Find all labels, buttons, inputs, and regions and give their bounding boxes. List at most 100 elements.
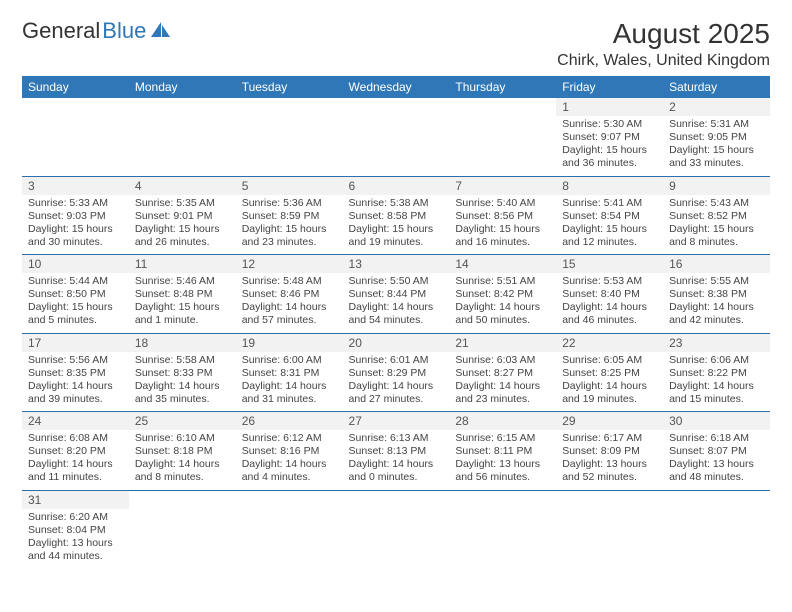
day-info: Sunrise: 6:08 AMSunset: 8:20 PMDaylight:… xyxy=(28,432,123,485)
day-dl: Daylight: 14 hours and 19 minutes. xyxy=(562,380,657,406)
calendar-cell: 11Sunrise: 5:46 AMSunset: 8:48 PMDayligh… xyxy=(129,255,236,334)
day-sr: Sunrise: 6:13 AM xyxy=(349,432,444,445)
day-number: 24 xyxy=(22,412,129,430)
day-dl: Daylight: 14 hours and 46 minutes. xyxy=(562,301,657,327)
day-ss: Sunset: 8:40 PM xyxy=(562,288,657,301)
calendar-cell: 14 Sunrise: 5:51 AMSunset: 8:42 PMDayligh… xyxy=(449,255,556,334)
day-ss: Sunset: 8:38 PM xyxy=(669,288,764,301)
day-info: Sunrise: 5:51 AMSunset: 8:42 PMDaylight:… xyxy=(455,275,550,328)
day-number: 14 xyxy=(449,255,556,273)
day-ss: Sunset: 8:44 PM xyxy=(349,288,444,301)
day-dl: Daylight: 14 hours and 42 minutes. xyxy=(669,301,764,327)
day-sr: Sunrise: 6:03 AM xyxy=(455,354,550,367)
day-info: Sunrise: 5:53 AMSunset: 8:40 PMDaylight:… xyxy=(562,275,657,328)
calendar-cell: 22Sunrise: 6:05 AMSunset: 8:25 PMDayligh… xyxy=(556,333,663,412)
day-sr: Sunrise: 5:51 AM xyxy=(455,275,550,288)
day-number: 3 xyxy=(22,177,129,195)
calendar-cell xyxy=(449,490,556,568)
day-dl: Daylight: 15 hours and 26 minutes. xyxy=(135,223,230,249)
day-info: Sunrise: 5:38 AMSunset: 8:58 PMDaylight:… xyxy=(349,197,444,250)
calendar-table: Sunday Monday Tuesday Wednesday Thursday… xyxy=(22,76,770,568)
calendar-page: GeneralBlue August 2025 Chirk, Wales, Un… xyxy=(0,0,792,586)
calendar-cell xyxy=(343,490,450,568)
day-sr: Sunrise: 5:30 AM xyxy=(562,118,657,131)
day-ss: Sunset: 9:03 PM xyxy=(28,210,123,223)
weekday-header: Wednesday xyxy=(343,76,450,98)
day-number: 2 xyxy=(663,98,770,116)
weekday-header-row: Sunday Monday Tuesday Wednesday Thursday… xyxy=(22,76,770,98)
day-ss: Sunset: 8:42 PM xyxy=(455,288,550,301)
calendar-cell xyxy=(236,490,343,568)
brand-part2: Blue xyxy=(102,18,146,44)
calendar-cell xyxy=(449,98,556,176)
day-ss: Sunset: 9:05 PM xyxy=(669,131,764,144)
calendar-row: 1Sunrise: 5:30 AMSunset: 9:07 PMDaylight… xyxy=(22,98,770,176)
day-sr: Sunrise: 6:12 AM xyxy=(242,432,337,445)
day-dl: Daylight: 15 hours and 30 minutes. xyxy=(28,223,123,249)
day-ss: Sunset: 8:13 PM xyxy=(349,445,444,458)
day-ss: Sunset: 8:46 PM xyxy=(242,288,337,301)
day-ss: Sunset: 8:31 PM xyxy=(242,367,337,380)
day-info: Sunrise: 5:56 AMSunset: 8:35 PMDaylight:… xyxy=(28,354,123,407)
day-info: Sunrise: 6:20 AMSunset: 8:04 PMDaylight:… xyxy=(28,511,123,564)
day-sr: Sunrise: 5:43 AM xyxy=(669,197,764,210)
day-sr: Sunrise: 5:40 AM xyxy=(455,197,550,210)
calendar-cell xyxy=(129,490,236,568)
day-ss: Sunset: 8:35 PM xyxy=(28,367,123,380)
day-info: Sunrise: 6:03 AMSunset: 8:27 PMDaylight:… xyxy=(455,354,550,407)
calendar-cell: 7Sunrise: 5:40 AMSunset: 8:56 PMDaylight… xyxy=(449,176,556,255)
day-dl: Daylight: 14 hours and 4 minutes. xyxy=(242,458,337,484)
day-info: Sunrise: 6:10 AMSunset: 8:18 PMDaylight:… xyxy=(135,432,230,485)
day-info: Sunrise: 5:30 AMSunset: 9:07 PMDaylight:… xyxy=(562,118,657,171)
day-dl: Daylight: 14 hours and 35 minutes. xyxy=(135,380,230,406)
calendar-cell: 31 Sunrise: 6:20 AMSunset: 8:04 PMDayligh… xyxy=(22,490,129,568)
day-number: 12 xyxy=(236,255,343,273)
location: Chirk, Wales, United Kingdom xyxy=(557,52,770,70)
day-info: Sunrise: 5:48 AMSunset: 8:46 PMDaylight:… xyxy=(242,275,337,328)
day-info: Sunrise: 6:17 AMSunset: 8:09 PMDaylight:… xyxy=(562,432,657,485)
weekday-header: Friday xyxy=(556,76,663,98)
calendar-cell: 2Sunrise: 5:31 AMSunset: 9:05 PMDaylight… xyxy=(663,98,770,176)
calendar-cell: 27Sunrise: 6:13 AMSunset: 8:13 PMDayligh… xyxy=(343,412,450,491)
calendar-cell: 20Sunrise: 6:01 AMSunset: 8:29 PMDayligh… xyxy=(343,333,450,412)
day-dl: Daylight: 14 hours and 31 minutes. xyxy=(242,380,337,406)
day-dl: Daylight: 15 hours and 1 minute. xyxy=(135,301,230,327)
calendar-cell xyxy=(343,98,450,176)
day-ss: Sunset: 9:07 PM xyxy=(562,131,657,144)
day-number: 10 xyxy=(22,255,129,273)
weekday-header: Thursday xyxy=(449,76,556,98)
day-info: Sunrise: 5:58 AMSunset: 8:33 PMDaylight:… xyxy=(135,354,230,407)
day-number: 11 xyxy=(129,255,236,273)
day-dl: Daylight: 14 hours and 0 minutes. xyxy=(349,458,444,484)
day-sr: Sunrise: 6:17 AM xyxy=(562,432,657,445)
calendar-cell xyxy=(236,98,343,176)
day-sr: Sunrise: 5:50 AM xyxy=(349,275,444,288)
calendar-cell: 18Sunrise: 5:58 AMSunset: 8:33 PMDayligh… xyxy=(129,333,236,412)
header: GeneralBlue August 2025 Chirk, Wales, Un… xyxy=(22,18,770,70)
day-sr: Sunrise: 5:35 AM xyxy=(135,197,230,210)
weekday-header: Saturday xyxy=(663,76,770,98)
calendar-cell xyxy=(556,490,663,568)
day-number: 31 xyxy=(22,491,129,509)
day-dl: Daylight: 15 hours and 33 minutes. xyxy=(669,144,764,170)
calendar-cell: 29Sunrise: 6:17 AMSunset: 8:09 PMDayligh… xyxy=(556,412,663,491)
day-dl: Daylight: 14 hours and 8 minutes. xyxy=(135,458,230,484)
day-number: 25 xyxy=(129,412,236,430)
sail-icon xyxy=(150,21,172,39)
day-dl: Daylight: 15 hours and 8 minutes. xyxy=(669,223,764,249)
day-info: Sunrise: 5:55 AMSunset: 8:38 PMDaylight:… xyxy=(669,275,764,328)
day-sr: Sunrise: 5:36 AM xyxy=(242,197,337,210)
calendar-cell: 13Sunrise: 5:50 AMSunset: 8:44 PMDayligh… xyxy=(343,255,450,334)
calendar-cell: 4Sunrise: 5:35 AMSunset: 9:01 PMDaylight… xyxy=(129,176,236,255)
day-info: Sunrise: 5:40 AMSunset: 8:56 PMDaylight:… xyxy=(455,197,550,250)
calendar-cell xyxy=(663,490,770,568)
calendar-cell: 8Sunrise: 5:41 AMSunset: 8:54 PMDaylight… xyxy=(556,176,663,255)
day-sr: Sunrise: 5:46 AM xyxy=(135,275,230,288)
calendar-cell: 1Sunrise: 5:30 AMSunset: 9:07 PMDaylight… xyxy=(556,98,663,176)
day-dl: Daylight: 14 hours and 50 minutes. xyxy=(455,301,550,327)
calendar-cell: 28Sunrise: 6:15 AMSunset: 8:11 PMDayligh… xyxy=(449,412,556,491)
day-ss: Sunset: 8:20 PM xyxy=(28,445,123,458)
day-dl: Daylight: 15 hours and 12 minutes. xyxy=(562,223,657,249)
day-sr: Sunrise: 6:01 AM xyxy=(349,354,444,367)
day-sr: Sunrise: 6:10 AM xyxy=(135,432,230,445)
